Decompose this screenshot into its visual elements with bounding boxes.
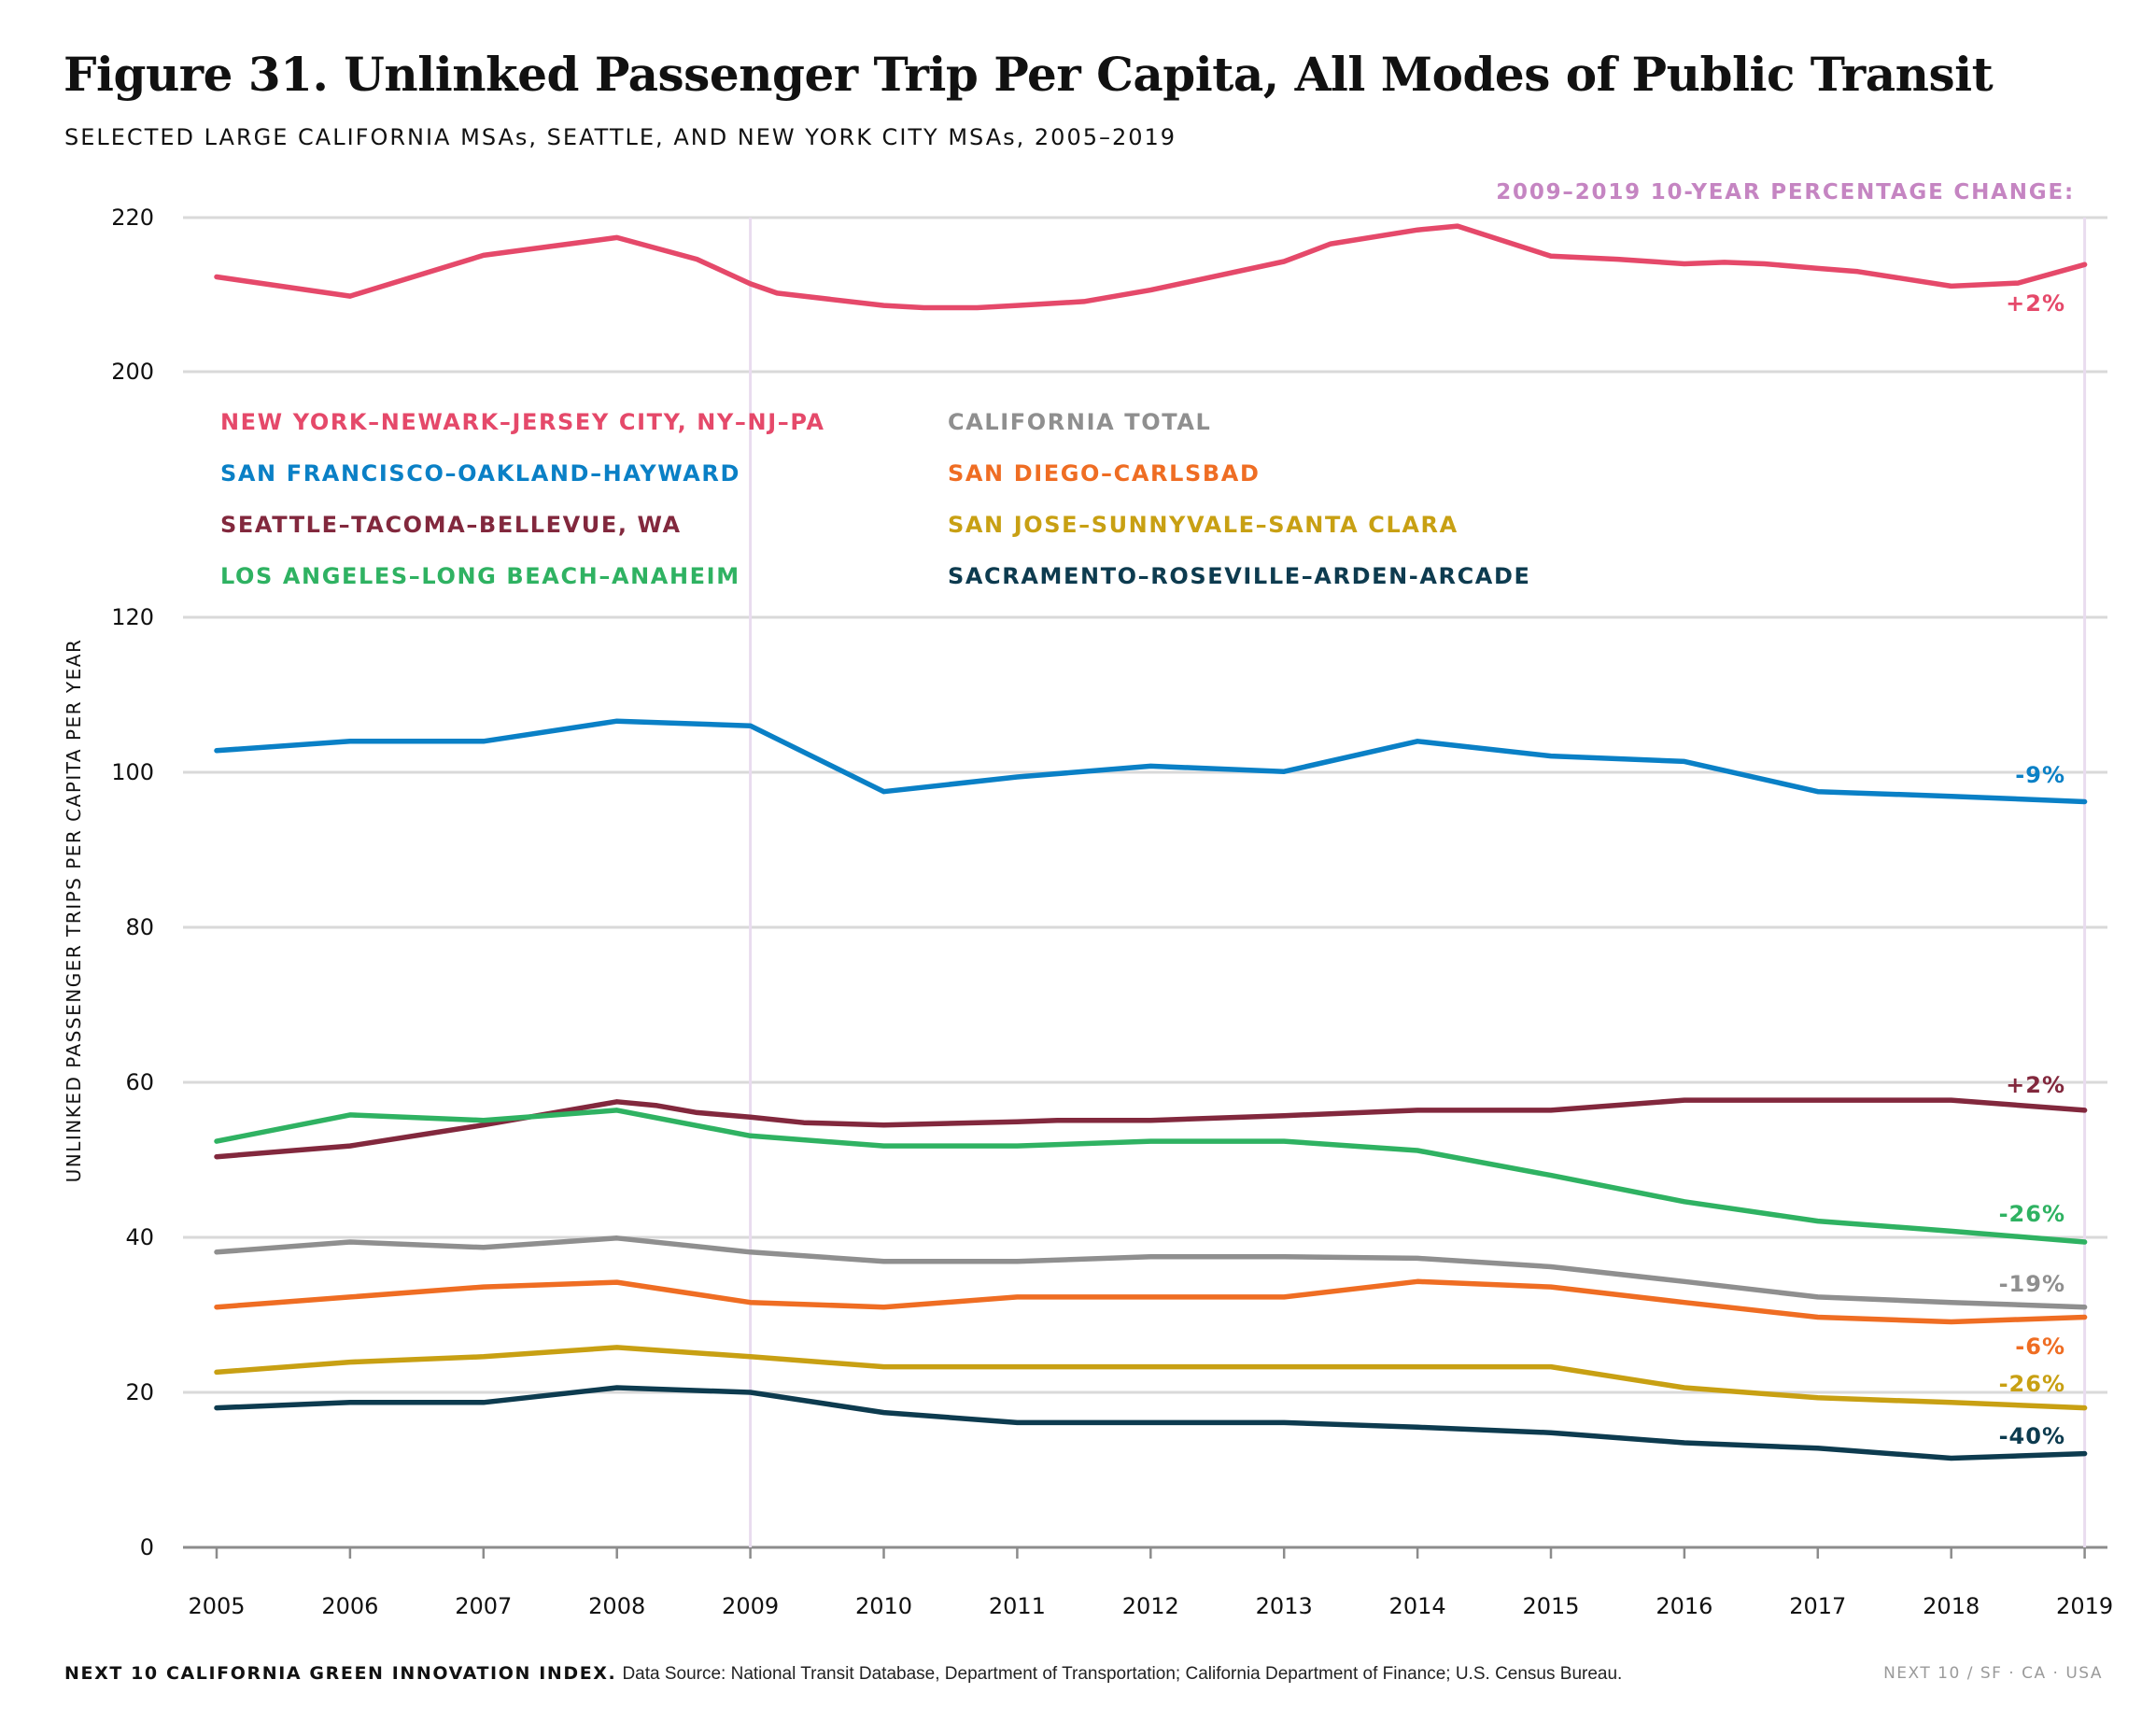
y-tick-label: 80 [125,914,154,940]
x-tick-label: 2018 [1923,1593,1980,1619]
legend-item: SACRAMENTO–ROSEVILLE–ARDEN-ARCADE [948,563,1531,589]
series-line [214,1278,2088,1325]
legend-item: CALIFORNIA TOTAL [948,409,1211,435]
x-tick-label: 2009 [722,1593,779,1619]
x-tick-label: 2010 [855,1593,912,1619]
y-tick-label: 0 [140,1534,154,1560]
y-tick-label: 20 [125,1379,154,1405]
y-tick-labels: 0 20 40 60 80 100 120 200 220 [111,205,154,1560]
legend-item: SEATTLE–TACOMA–BELLEVUE, WA [220,512,682,538]
change-label: -26% [1999,1201,2065,1227]
change-label: +2% [2006,1072,2065,1098]
change-label: -19% [1999,1271,2065,1297]
series-line [214,1345,2088,1411]
footer-source: NEXT 10 CALIFORNIA GREEN INNOVATION INDE… [64,1663,1622,1685]
legend-item: SAN JOSE–SUNNYVALE–SANTA CLARA [948,512,1458,538]
highlight-layer [749,218,2087,1547]
footer-publisher: NEXT 10 / SF · CA · USA [1883,1664,2103,1683]
series-line [214,1097,2088,1160]
change-label: +2% [2006,290,2065,317]
y-axis-title: UNLINKED PASSENGER TRIPS PER CAPITA PER … [63,639,85,1183]
footer-source-text: Data Source: National Transit Database, … [622,1664,1623,1684]
legend-item: NEW YORK–NEWARK–JERSEY CITY, NY–NJ–PA [220,409,825,435]
series-line [214,1385,2088,1461]
x-tick-label: 2017 [1789,1593,1846,1619]
change-label: -26% [1999,1371,2065,1397]
x-tick-labels: 2005 2006 2007 2008 2009 2010 2011 2012 2013 2014… [188,1547,2113,1619]
legend-item: LOS ANGELES–LONG BEACH–ANAHEIM [220,563,740,589]
grid-layer [183,216,2107,1549]
x-tick-label: 2006 [321,1593,378,1619]
series-line [214,1235,2088,1310]
x-tick-label: 2014 [1389,1593,1446,1619]
series-line [214,718,2088,805]
series-layer [214,223,2088,1461]
y-tick-label: 40 [125,1224,154,1250]
chart-subtitle: SELECTED LARGE CALIFORNIA MSAs, SEATTLE,… [64,124,1177,150]
series-line [214,1108,2088,1245]
x-tick-label: 2013 [1256,1593,1313,1619]
y-tick-label: 120 [111,604,154,630]
legend-item: SAN DIEGO–CARLSBAD [948,460,1260,487]
footer-lead: NEXT 10 CALIFORNIA GREEN INNOVATION INDE… [64,1663,617,1684]
x-tick-label: 2016 [1656,1593,1712,1619]
legend-item: SAN FRANCISCO–OAKLAND–HAYWARD [220,460,740,487]
legend: NEW YORK–NEWARK–JERSEY CITY, NY–NJ–PA SAN… [220,409,1531,589]
x-tick-label: 2008 [588,1593,645,1619]
x-tick-label: 2005 [188,1593,245,1619]
y-tick-label: 200 [111,359,154,385]
y-tick-label: 100 [111,759,154,785]
change-label: -6% [2015,1334,2065,1360]
x-tick-label: 2015 [1522,1593,1579,1619]
change-labels: +2% -9% +2% -26% -19% -6% -26% -40% [1999,290,2065,1449]
chart-title: Figure 31. Unlinked Passenger Trip Per C… [63,47,1994,102]
change-label: -9% [2015,762,2065,788]
x-tick-label: 2011 [989,1593,1046,1619]
y-tick-label: 220 [111,205,154,231]
series-line [214,223,2088,311]
change-label: -40% [1999,1423,2065,1449]
change-header: 2009–2019 10-YEAR PERCENTAGE CHANGE: [1496,180,2075,205]
x-tick-label: 2007 [455,1593,512,1619]
x-tick-label: 2012 [1122,1593,1179,1619]
y-tick-label: 60 [125,1069,154,1095]
x-tick-label: 2019 [2056,1593,2113,1619]
